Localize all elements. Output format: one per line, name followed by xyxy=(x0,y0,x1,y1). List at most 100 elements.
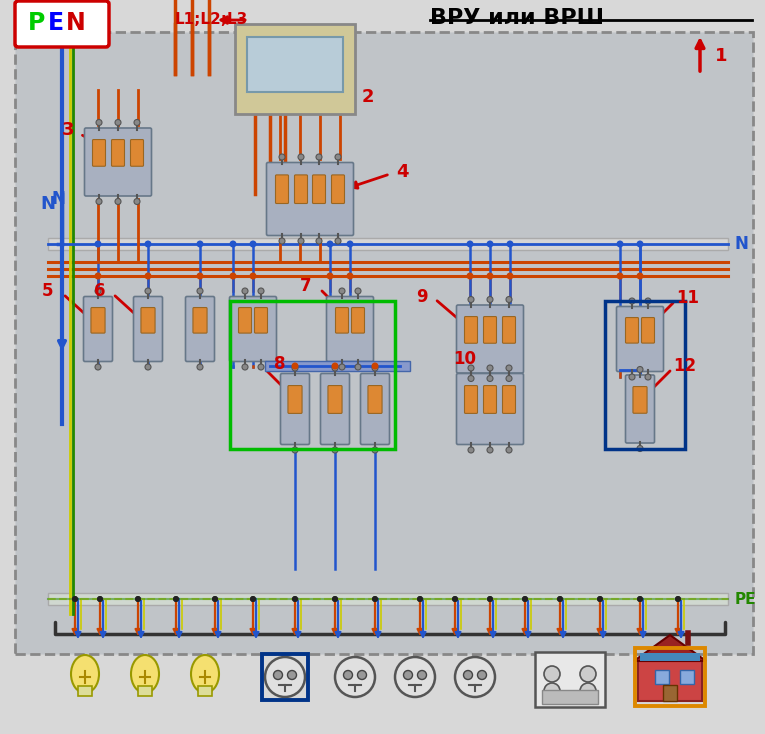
Circle shape xyxy=(316,238,322,244)
Circle shape xyxy=(522,596,528,602)
Circle shape xyxy=(645,374,651,380)
Circle shape xyxy=(72,596,78,602)
Circle shape xyxy=(97,596,103,602)
FancyBboxPatch shape xyxy=(642,318,655,343)
FancyBboxPatch shape xyxy=(91,308,105,333)
FancyBboxPatch shape xyxy=(327,297,373,362)
Circle shape xyxy=(72,596,78,602)
Circle shape xyxy=(291,363,298,369)
Circle shape xyxy=(292,596,298,602)
Circle shape xyxy=(242,288,248,294)
Circle shape xyxy=(452,596,458,602)
Text: PE: PE xyxy=(735,592,757,606)
Circle shape xyxy=(464,670,473,680)
FancyBboxPatch shape xyxy=(131,139,144,166)
Circle shape xyxy=(355,288,361,294)
Circle shape xyxy=(292,447,298,453)
FancyBboxPatch shape xyxy=(266,162,353,236)
Text: 3: 3 xyxy=(62,121,74,139)
FancyBboxPatch shape xyxy=(626,375,655,443)
Circle shape xyxy=(197,241,203,247)
FancyBboxPatch shape xyxy=(457,374,523,445)
Ellipse shape xyxy=(71,655,99,693)
Bar xyxy=(680,670,694,684)
Circle shape xyxy=(347,241,353,247)
Circle shape xyxy=(455,657,495,697)
Circle shape xyxy=(544,666,560,682)
FancyBboxPatch shape xyxy=(336,308,349,333)
FancyBboxPatch shape xyxy=(483,385,496,413)
Circle shape xyxy=(250,596,256,602)
FancyBboxPatch shape xyxy=(626,318,639,343)
Circle shape xyxy=(418,670,427,680)
Text: 7: 7 xyxy=(300,277,312,295)
Circle shape xyxy=(339,364,345,370)
Circle shape xyxy=(332,596,338,602)
Circle shape xyxy=(145,272,151,280)
Circle shape xyxy=(645,298,651,304)
Circle shape xyxy=(145,364,151,370)
FancyBboxPatch shape xyxy=(93,139,106,166)
Circle shape xyxy=(403,670,412,680)
Circle shape xyxy=(580,666,596,682)
Bar xyxy=(138,686,152,696)
Bar xyxy=(198,686,212,696)
Bar xyxy=(542,690,598,704)
Circle shape xyxy=(506,241,513,247)
Circle shape xyxy=(197,288,203,294)
Circle shape xyxy=(372,365,378,371)
Circle shape xyxy=(357,670,366,680)
FancyBboxPatch shape xyxy=(360,374,389,445)
Circle shape xyxy=(557,596,563,602)
Text: N: N xyxy=(52,190,66,208)
Circle shape xyxy=(487,447,493,453)
Circle shape xyxy=(597,596,603,602)
Circle shape xyxy=(372,363,379,369)
Circle shape xyxy=(96,120,102,126)
Text: 1: 1 xyxy=(715,47,728,65)
Circle shape xyxy=(250,596,256,602)
Circle shape xyxy=(332,365,338,371)
Text: 12: 12 xyxy=(673,357,697,375)
Circle shape xyxy=(335,154,341,160)
Circle shape xyxy=(197,364,203,370)
Circle shape xyxy=(506,272,513,280)
Circle shape xyxy=(335,238,341,244)
Circle shape xyxy=(95,272,102,280)
Circle shape xyxy=(258,364,264,370)
Circle shape xyxy=(145,241,151,247)
FancyBboxPatch shape xyxy=(141,308,155,333)
Circle shape xyxy=(95,288,101,294)
Circle shape xyxy=(372,596,378,602)
Circle shape xyxy=(343,670,353,680)
FancyBboxPatch shape xyxy=(351,308,364,333)
Circle shape xyxy=(279,154,285,160)
Circle shape xyxy=(675,596,681,602)
Circle shape xyxy=(637,596,643,602)
Circle shape xyxy=(468,365,474,371)
Circle shape xyxy=(597,596,603,602)
Bar xyxy=(663,685,677,701)
Circle shape xyxy=(468,297,474,302)
FancyBboxPatch shape xyxy=(15,1,109,47)
Text: 5: 5 xyxy=(42,282,54,300)
Circle shape xyxy=(258,288,264,294)
FancyBboxPatch shape xyxy=(633,387,647,413)
Circle shape xyxy=(298,238,304,244)
Circle shape xyxy=(212,596,218,602)
Circle shape xyxy=(331,363,338,369)
Circle shape xyxy=(372,596,378,602)
Text: E: E xyxy=(48,11,64,35)
Circle shape xyxy=(506,365,512,371)
FancyBboxPatch shape xyxy=(295,175,308,203)
Circle shape xyxy=(274,670,282,680)
Bar xyxy=(15,32,753,654)
Circle shape xyxy=(487,596,493,602)
Circle shape xyxy=(347,272,353,280)
Circle shape xyxy=(265,657,305,697)
Bar xyxy=(235,24,355,114)
Bar xyxy=(48,593,728,605)
Circle shape xyxy=(95,241,102,247)
Circle shape xyxy=(477,670,487,680)
FancyBboxPatch shape xyxy=(193,308,207,333)
